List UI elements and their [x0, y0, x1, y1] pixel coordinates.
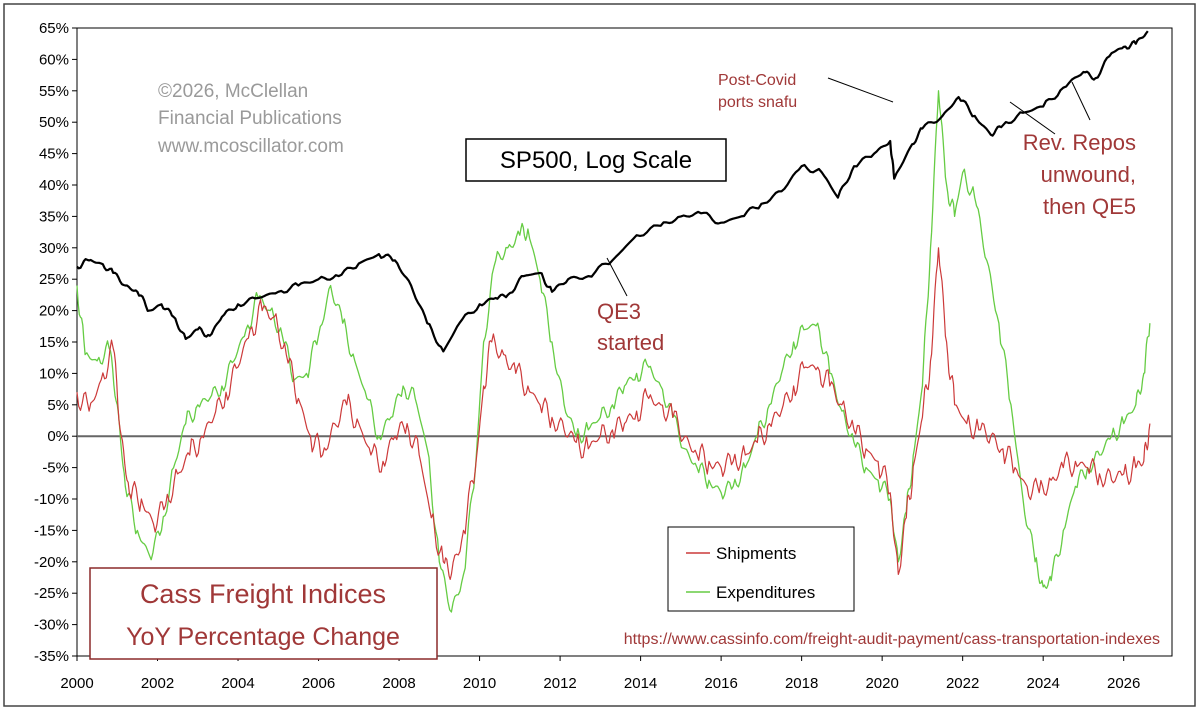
annotation-rev-repos-pointer-2 [1071, 81, 1091, 121]
x-tick-label: 2018 [785, 675, 818, 692]
x-tick-label: 2002 [141, 675, 174, 692]
annotation-qe3-line-1: QE3 [597, 299, 641, 324]
y-tick-label: -35% [34, 648, 69, 665]
annotation-rev-repos-line-1: Rev. Repos [1023, 130, 1136, 155]
chart-subtitle: YoY Percentage Change [126, 623, 400, 651]
y-tick-label: 50% [39, 114, 69, 131]
x-tick-label: 2026 [1107, 675, 1140, 692]
y-tick-label: 10% [39, 365, 69, 382]
legend-label-expenditures: Expenditures [716, 583, 815, 602]
x-tick-label: 2020 [865, 675, 898, 692]
copyright-line-1: ©2026, McClellan [158, 81, 308, 102]
y-tick-label: 25% [39, 271, 69, 288]
y-tick-label: -25% [34, 585, 69, 602]
y-tick-label: 40% [39, 177, 69, 194]
annotation-qe3-pointer [606, 257, 628, 297]
series-layer [76, 30, 1151, 613]
y-tick-label: 0% [47, 428, 69, 445]
series-line-sp500 [76, 30, 1149, 353]
overlay-title-box: SP500, Log Scale [465, 138, 727, 182]
annotation-post-covid-line-2: ports snafu [718, 94, 797, 111]
x-tick-label: 2008 [382, 675, 415, 692]
y-tick-label: 30% [39, 240, 69, 257]
x-tick-label: 2006 [302, 675, 335, 692]
y-tick-label: 55% [39, 83, 69, 100]
x-tick-label: 2024 [1026, 675, 1059, 692]
title-frame [89, 567, 438, 660]
y-axis: 65% 60% 55% 50% 45% 40% 35% 30% 25% 20% 15% 10% 5% 0%… [34, 20, 77, 665]
annotation-post-covid-line-1: Post-Covid [718, 72, 796, 89]
x-tick-label: 2000 [60, 675, 93, 692]
legend: Shipments Expenditures [667, 526, 855, 612]
y-tick-label: 60% [39, 51, 69, 68]
legend-label-shipments: Shipments [716, 544, 796, 563]
x-tick-label: 2010 [463, 675, 496, 692]
y-tick-label: -15% [34, 522, 69, 539]
y-tick-label: 5% [47, 397, 69, 414]
annotation-rev-repos-line-2: unwound, [1041, 162, 1136, 187]
x-tick-label: 2016 [704, 675, 737, 692]
annotation-qe3: QE3 started [597, 257, 664, 355]
y-tick-label: 65% [39, 20, 69, 37]
series-line-expenditures [76, 90, 1151, 613]
x-tick-label: 2014 [624, 675, 657, 692]
annotation-qe3-line-2: started [597, 330, 664, 355]
y-tick-label: -5% [42, 460, 69, 477]
y-tick-label: 45% [39, 146, 69, 163]
y-tick-label: -30% [34, 617, 69, 634]
y-tick-label: -20% [34, 554, 69, 571]
source-url: https://www.cassinfo.com/freight-audit-p… [624, 631, 1160, 648]
y-tick-label: 15% [39, 334, 69, 351]
legend-frame [667, 526, 855, 612]
annotation-post-covid-pointer [827, 77, 894, 103]
annotation-rev-repos-line-3: then QE5 [1043, 194, 1136, 219]
copyright-line-2: Financial Publications [158, 108, 342, 129]
copyright-line-3: www.mcoscillator.com [157, 136, 344, 157]
chart-title: Cass Freight Indices [140, 579, 386, 609]
title-box: Cass Freight Indices YoY Percentage Chan… [89, 567, 438, 660]
x-axis: 2000 2002 2004 2006 2008 2010 2012 2014 2016 2018… [60, 656, 1140, 692]
y-tick-label: 20% [39, 303, 69, 320]
annotation-rev-repos: Rev. Repos unwound, then QE5 [1009, 81, 1136, 219]
x-tick-label: 2012 [543, 675, 576, 692]
annotation-rev-repos-pointer-1 [1009, 101, 1056, 135]
overlay-title: SP500, Log Scale [500, 147, 692, 174]
x-tick-label: 2022 [946, 675, 979, 692]
annotation-post-covid: Post-Covid ports snafu [718, 72, 894, 111]
series-line-shipments [76, 247, 1151, 581]
y-tick-label: 35% [39, 208, 69, 225]
copyright-block: ©2026, McClellan Financial Publications … [157, 81, 344, 157]
x-tick-label: 2004 [221, 675, 254, 692]
y-tick-label: -10% [34, 491, 69, 508]
overlay-title-frame [465, 138, 727, 182]
